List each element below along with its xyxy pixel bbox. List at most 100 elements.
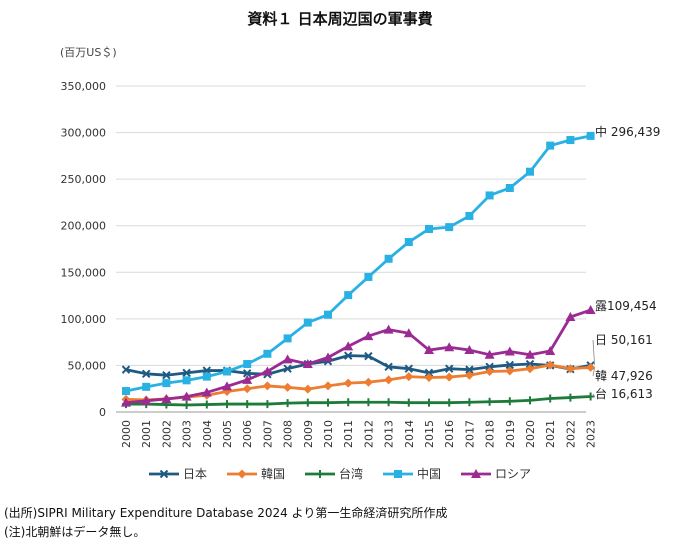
data-point (545, 360, 555, 370)
series-line (125, 308, 592, 405)
legend-label: 中国 (417, 467, 442, 481)
data-point (363, 377, 373, 387)
data-point (162, 371, 171, 380)
data-point (242, 369, 252, 378)
data-point (182, 401, 191, 410)
data-point (504, 346, 515, 356)
x-tick-label: 2004 (201, 420, 214, 448)
data-point (283, 399, 292, 408)
data-point (323, 352, 333, 362)
x-tick-label: 2018 (484, 420, 497, 448)
data-point (444, 364, 454, 373)
data-point (566, 393, 575, 402)
legend-label: ロシア (495, 467, 532, 481)
data-point (384, 398, 393, 407)
data-point (565, 311, 576, 321)
data-point (363, 331, 374, 341)
x-tick-label: 2005 (221, 420, 234, 448)
data-point (122, 387, 130, 396)
data-point (404, 364, 414, 373)
legend-item: 韓国 (226, 465, 285, 482)
data-point (282, 354, 293, 364)
legend-item: ロシア (461, 465, 531, 482)
chart-legend: 日本 韓国 台湾 中国 ロシア (0, 465, 680, 482)
data-point (343, 351, 353, 360)
data-point (202, 372, 211, 381)
data-point (222, 381, 232, 391)
series-end-label: 韓 47,926 (595, 369, 653, 383)
data-point (465, 211, 474, 220)
label-leader-line (592, 367, 595, 377)
data-point (223, 400, 231, 409)
x-tick-label: 2020 (524, 420, 537, 448)
data-point (202, 400, 211, 409)
data-point (162, 379, 171, 388)
data-point (303, 398, 312, 407)
legend-item: 台湾 (304, 465, 363, 482)
data-point (303, 384, 313, 394)
data-point (384, 254, 393, 263)
data-point (484, 349, 495, 359)
y-tick-label: 100,000 (61, 313, 107, 326)
data-point (586, 392, 595, 401)
data-point (445, 223, 454, 232)
data-point (525, 359, 535, 369)
data-point (303, 318, 312, 327)
legend-swatch (148, 469, 179, 478)
data-point (324, 310, 332, 319)
x-tick-label: 2001 (140, 420, 153, 448)
data-point (526, 396, 534, 405)
legend-swatch (383, 469, 413, 478)
data-point (383, 324, 394, 334)
data-point (141, 395, 152, 405)
data-point (586, 131, 595, 140)
y-tick-label: 300,000 (61, 127, 107, 140)
data-point (242, 384, 252, 394)
x-tick-label: 2007 (261, 420, 274, 448)
data-point (485, 362, 494, 372)
data-point (545, 345, 556, 355)
data-point (161, 393, 172, 403)
x-tick-label: 2011 (342, 420, 355, 448)
x-tick-label: 2002 (160, 420, 173, 448)
x-tick-label: 2015 (423, 420, 436, 448)
data-point (404, 398, 413, 407)
legend-label: 日本 (182, 467, 207, 481)
series-end-label: 台 16,613 (595, 386, 653, 401)
data-point (283, 382, 293, 392)
series-end-label: 露109,454 (595, 299, 657, 313)
data-point (565, 364, 575, 374)
data-point (566, 136, 575, 145)
y-tick-label: 250,000 (61, 173, 107, 186)
x-tick-label: 2019 (504, 420, 517, 448)
data-point (323, 381, 333, 391)
data-point (302, 359, 313, 369)
data-point (464, 345, 475, 355)
data-point (525, 349, 535, 359)
data-point (404, 238, 413, 247)
data-point (465, 365, 474, 374)
x-tick-label: 2009 (302, 420, 315, 448)
x-tick-label: 2013 (383, 420, 396, 448)
data-point (505, 183, 514, 192)
series-end-label: 中 296,439 (595, 124, 660, 139)
x-tick-label: 2021 (544, 420, 557, 448)
data-point (445, 398, 454, 407)
data-point (465, 398, 474, 407)
legend-swatch (226, 469, 257, 478)
x-tick-label: 2014 (403, 420, 416, 448)
data-point (546, 394, 555, 403)
x-tick-label: 2012 (362, 420, 375, 448)
data-point (444, 372, 454, 382)
data-point (364, 398, 373, 407)
x-tick-label: 2016 (443, 420, 456, 448)
data-point (344, 398, 353, 407)
data-point (263, 400, 272, 409)
data-point (262, 381, 272, 391)
data-point (585, 305, 596, 315)
data-point (343, 341, 354, 351)
data-point (121, 365, 131, 374)
data-point (142, 382, 151, 391)
footnote: (注)北朝鮮はデータ無し。 (4, 525, 146, 539)
data-point (505, 360, 515, 370)
